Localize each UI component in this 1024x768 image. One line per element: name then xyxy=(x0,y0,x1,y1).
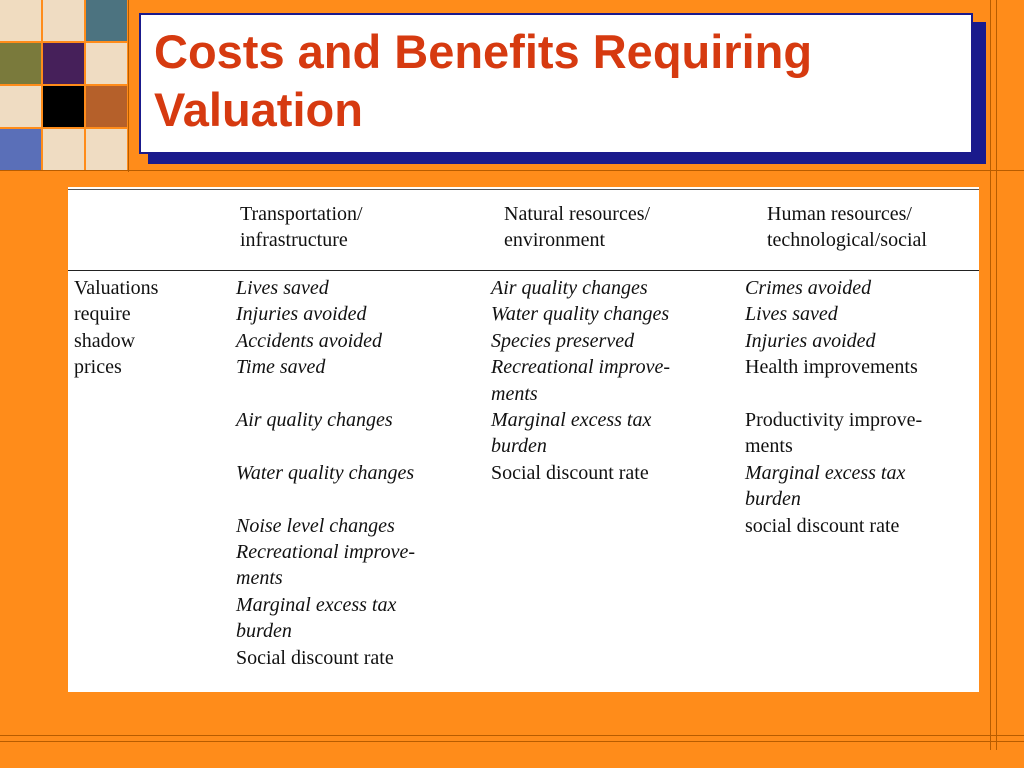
cell-item: Crimes avoided xyxy=(745,277,872,299)
cell-item xyxy=(236,433,415,459)
cell-item: Injuries avoided xyxy=(236,303,367,326)
cell-item: burden xyxy=(491,435,547,458)
column-transportation: Lives saved Injuries avoided Accidents avo… xyxy=(236,275,415,671)
tile xyxy=(0,86,41,127)
cell-item: Marginal excess tax xyxy=(236,593,397,616)
frame-line-right-2 xyxy=(996,0,997,750)
cell-item: burden xyxy=(745,488,801,511)
cell-item: ments xyxy=(745,435,793,458)
tile xyxy=(43,0,84,41)
cell-item: Marginal excess tax xyxy=(491,409,652,432)
tile xyxy=(43,129,84,170)
slide-title: Costs and Benefits Requiring Valuation xyxy=(154,23,964,139)
tile xyxy=(0,0,41,41)
frame-line-bottom-2 xyxy=(0,741,1024,742)
cell-item xyxy=(745,381,922,407)
row-label-line: shadow xyxy=(74,329,136,352)
cell-item: Air quality changes xyxy=(491,277,648,299)
cell-item: Accidents avoided xyxy=(236,329,383,352)
header-transportation: Transportation/ infrastructure xyxy=(240,201,363,253)
cell-item: Noise level changes xyxy=(236,514,395,537)
cell-item: Time saved xyxy=(236,356,326,379)
cell-item: Recreational improve- xyxy=(491,356,671,379)
table-header-rule xyxy=(68,270,979,271)
cell-item: ments xyxy=(236,567,283,590)
cell-item: Social discount rate xyxy=(491,461,649,484)
cell-item: social discount rate xyxy=(745,514,900,537)
cell-item: ments xyxy=(491,382,538,405)
header-natural-resources: Natural resources/ environment xyxy=(504,201,650,253)
frame-line-right xyxy=(990,0,991,750)
cell-item: Water quality changes xyxy=(491,303,670,326)
cell-item: Species preserved xyxy=(491,329,635,352)
column-human-resources: Crimes avoided Lives saved Injuries avoide… xyxy=(745,275,922,539)
cell-item: Lives saved xyxy=(745,303,838,326)
row-label: Valuations require shadow prices xyxy=(74,275,158,381)
header-line: infrastructure xyxy=(240,229,348,251)
tile xyxy=(43,86,84,127)
cell-item: burden xyxy=(236,620,292,643)
cell-item: Recreational improve- xyxy=(236,541,416,564)
row-label-line: Valuations xyxy=(74,277,159,299)
header-line: technological/social xyxy=(767,229,927,251)
frame-line-left xyxy=(128,0,129,172)
header-line: Human resources/ xyxy=(767,203,912,225)
table-top-rule xyxy=(68,189,979,190)
cell-item xyxy=(236,381,415,407)
tile xyxy=(86,86,127,127)
header-line: Natural resources/ xyxy=(504,203,651,225)
tile xyxy=(86,43,127,84)
title-line-2: Valuation xyxy=(154,83,363,136)
cell-item: Health improvements xyxy=(745,356,918,379)
row-label-line: prices xyxy=(74,356,122,379)
tile xyxy=(0,43,41,84)
title-box: Costs and Benefits Requiring Valuation xyxy=(139,13,973,154)
column-natural-resources: Air quality changes Water quality changes… xyxy=(491,275,670,486)
row-label-line: require xyxy=(74,303,131,326)
title-line-1: Costs and Benefits Requiring xyxy=(154,25,813,78)
cell-item: Productivity improve- xyxy=(745,409,923,432)
cell-item: Injuries avoided xyxy=(745,329,876,352)
cell-item: Water quality changes xyxy=(236,461,415,484)
header-line: Transportation/ xyxy=(240,203,363,225)
cell-item: Air quality changes xyxy=(236,409,393,432)
frame-line-bottom xyxy=(0,735,1024,736)
header-human-resources: Human resources/ technological/social xyxy=(767,201,927,253)
valuation-table: Transportation/ infrastructure Natural r… xyxy=(68,187,979,692)
cell-item: Social discount rate xyxy=(236,646,394,669)
cell-item xyxy=(236,486,415,512)
header-line: environment xyxy=(504,229,606,251)
cell-item: Lives saved xyxy=(236,277,329,299)
tile xyxy=(86,129,127,170)
frame-line-top xyxy=(0,170,1024,171)
tile xyxy=(86,0,127,41)
cell-item: Marginal excess tax xyxy=(745,461,906,484)
tile xyxy=(43,43,84,84)
tile xyxy=(0,129,41,170)
